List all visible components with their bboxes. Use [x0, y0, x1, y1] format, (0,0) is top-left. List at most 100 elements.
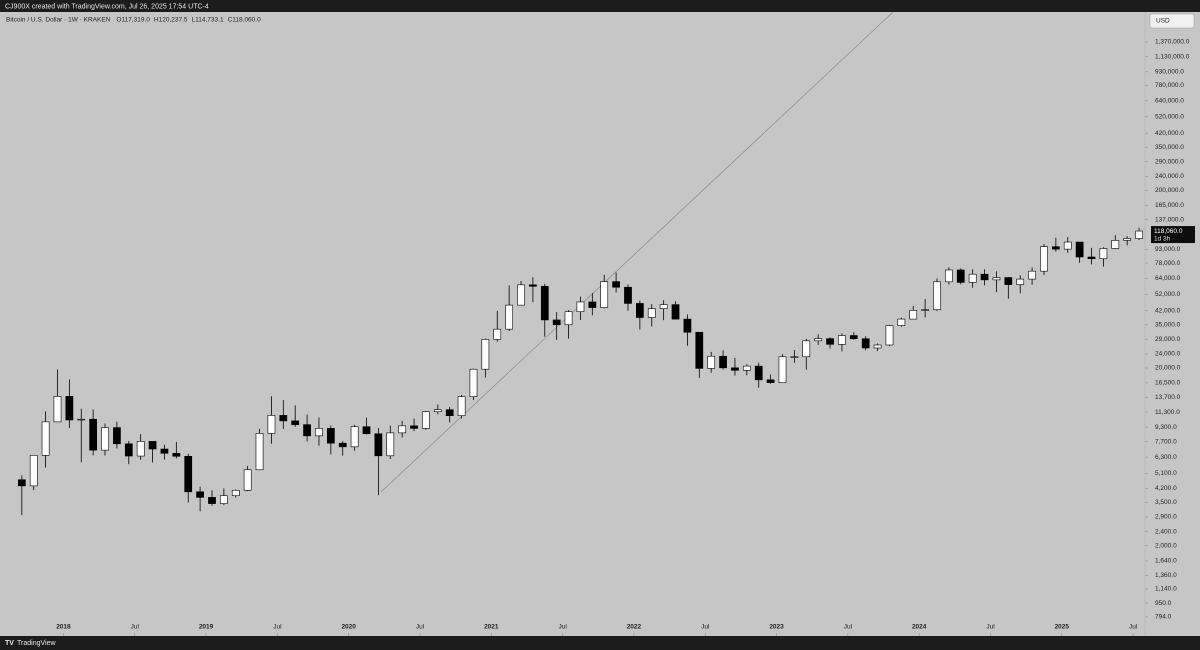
candle-body — [885, 325, 894, 346]
y-tick-label: 2,000.0 — [1155, 542, 1177, 549]
candle-body — [695, 331, 704, 369]
y-tick-label: 930,000.0 — [1155, 69, 1184, 76]
candle-body — [683, 318, 692, 333]
y-tick-label: 16,500.0 — [1155, 380, 1181, 387]
candle-body — [53, 396, 62, 423]
x-tick-label: Jul — [131, 624, 140, 631]
y-tick-label: 240,000.0 — [1155, 173, 1184, 180]
y-tick-label: 1,130,000.0 — [1155, 54, 1190, 61]
candle-body — [992, 277, 1001, 281]
x-tick-label: 2021 — [484, 624, 499, 631]
y-tick-label: 200,000.0 — [1155, 187, 1184, 194]
candle-body — [124, 443, 133, 457]
candle-body — [814, 338, 823, 342]
currency-label[interactable]: USD — [1156, 18, 1170, 25]
y-tick-label: 2,400.0 — [1155, 528, 1177, 535]
candle-body — [754, 365, 763, 381]
candle-body — [980, 273, 989, 281]
candle-body — [1004, 277, 1013, 285]
attribution: CJ900X created with TradingView.com, Jul… — [5, 3, 209, 10]
candle-body — [457, 396, 466, 417]
candle-body — [1063, 241, 1072, 250]
y-tick-label: 93,000.0 — [1155, 246, 1181, 253]
candle-body — [1051, 246, 1060, 250]
candle-body — [315, 428, 323, 437]
y-tick-label: 2,900.0 — [1155, 514, 1177, 521]
candle-body — [1075, 241, 1084, 258]
candle-body — [291, 420, 300, 425]
candle-body — [279, 415, 288, 422]
candle-body — [1016, 278, 1025, 285]
candle-body — [790, 356, 799, 358]
candle-body — [101, 427, 109, 451]
candle-body — [433, 409, 442, 413]
candle-body — [267, 415, 276, 434]
y-tick-label: 5,100.0 — [1155, 470, 1177, 477]
candle-body — [933, 281, 941, 311]
y-tick-label: 137,000.0 — [1155, 216, 1184, 223]
y-tick-label: 6,300.0 — [1155, 454, 1177, 461]
candle-body — [742, 365, 751, 371]
y-tick-label: 20,000.0 — [1155, 365, 1181, 372]
candle-body — [873, 344, 882, 349]
symbol-title: Bitcoin / U.S. Dollar · 1W · KRAKEN — [6, 17, 111, 24]
x-tick-label: 2020 — [341, 624, 356, 631]
ohlc-high: H120,237.5 — [154, 17, 188, 24]
y-tick-label: 64,000.0 — [1155, 275, 1181, 282]
x-tick-label: Jul — [1129, 624, 1138, 631]
currency-button[interactable] — [1149, 13, 1195, 29]
x-tick-label: Jul — [273, 624, 282, 631]
ohlc-close: C118,060.0 — [228, 17, 262, 24]
candle-body — [469, 368, 478, 397]
candle-body — [529, 284, 537, 287]
candle-body — [719, 355, 727, 369]
candle-body — [326, 428, 335, 444]
candle-body — [255, 433, 264, 471]
candle-body — [77, 418, 86, 421]
candle-body — [89, 418, 98, 451]
candle-body — [636, 303, 644, 318]
y-tick-label: 3,500.0 — [1155, 499, 1177, 506]
candle-body — [113, 427, 121, 445]
y-tick-label: 42,000.0 — [1155, 308, 1181, 315]
footer-logo: TV — [5, 640, 14, 647]
candle-body — [766, 379, 775, 383]
candle-body — [172, 453, 181, 457]
last-price-label: 118,060.0 — [1154, 228, 1183, 235]
candle-body — [956, 269, 965, 283]
candle-body — [136, 441, 145, 457]
candle-body — [422, 411, 430, 429]
y-tick-label: 780,000.0 — [1155, 82, 1184, 89]
x-tick-label: Jul — [701, 624, 710, 631]
y-tick-label: 794.0 — [1155, 614, 1172, 621]
candle-body — [849, 335, 858, 340]
trend-line-drawing — [380, 11, 894, 493]
candle-body — [778, 356, 787, 383]
candle-body — [493, 328, 502, 340]
candle-body — [909, 309, 918, 320]
x-tick-label: Jul — [416, 624, 425, 631]
candle-body — [707, 355, 716, 369]
y-tick-label: 520,000.0 — [1155, 113, 1184, 120]
candle-body — [1111, 240, 1120, 249]
candle-body — [897, 318, 906, 326]
y-tick-label: 640,000.0 — [1155, 97, 1184, 104]
candle-body — [588, 301, 597, 308]
y-tick-label: 7,700.0 — [1155, 438, 1177, 445]
x-tick-label: 2024 — [912, 624, 927, 631]
candle-body — [398, 425, 407, 434]
candle-body — [303, 424, 311, 437]
candle-body — [826, 338, 834, 345]
candle-body — [1087, 256, 1096, 260]
plot-area — [17, 227, 1143, 516]
candle-body — [243, 469, 252, 491]
y-tick-label: 35,000.0 — [1155, 322, 1181, 329]
candle-body — [1135, 230, 1143, 239]
candle-body — [802, 340, 811, 358]
candle-body — [517, 284, 525, 306]
y-tick-label: 1,360.0 — [1155, 572, 1177, 579]
candle-body — [612, 281, 620, 288]
